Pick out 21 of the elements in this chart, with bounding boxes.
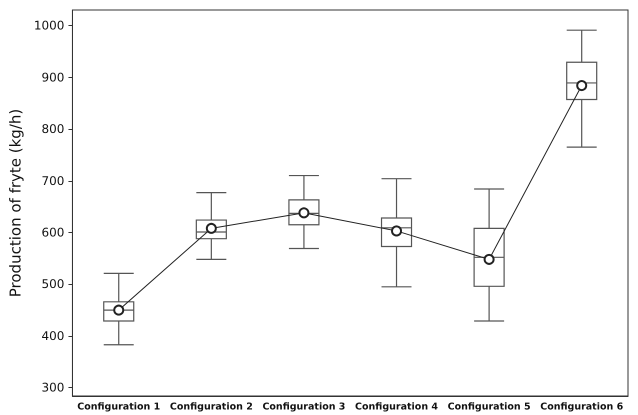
point — [484, 254, 495, 265]
point — [298, 207, 310, 218]
x-tick-label: Configuration 3 — [262, 402, 346, 412]
y-tick-label: 500 — [42, 277, 64, 292]
x-tick-label: Configuration 4 — [355, 402, 438, 412]
point — [113, 304, 124, 316]
y-tick-label: 700 — [42, 174, 64, 188]
point — [206, 222, 217, 234]
y-tick-label: 900 — [42, 70, 64, 84]
y-tick-label: 300 — [42, 380, 64, 395]
point — [391, 225, 402, 236]
y-tick-label: 800 — [42, 122, 64, 136]
y-axis-title: Production of fryte (kg/h) — [6, 108, 24, 298]
x-tick-label: Configuration 1 — [77, 402, 160, 412]
y-tick-label: 400 — [42, 328, 64, 343]
x-tick-label: Configuration 6 — [540, 402, 624, 412]
x-tick-label: Configuration 2 — [170, 402, 253, 412]
x-tick-label: Configuration 5 — [448, 402, 531, 412]
point — [576, 80, 588, 92]
y-tick-label: 600 — [42, 225, 64, 240]
y-tick-label: 1000 — [34, 18, 64, 33]
